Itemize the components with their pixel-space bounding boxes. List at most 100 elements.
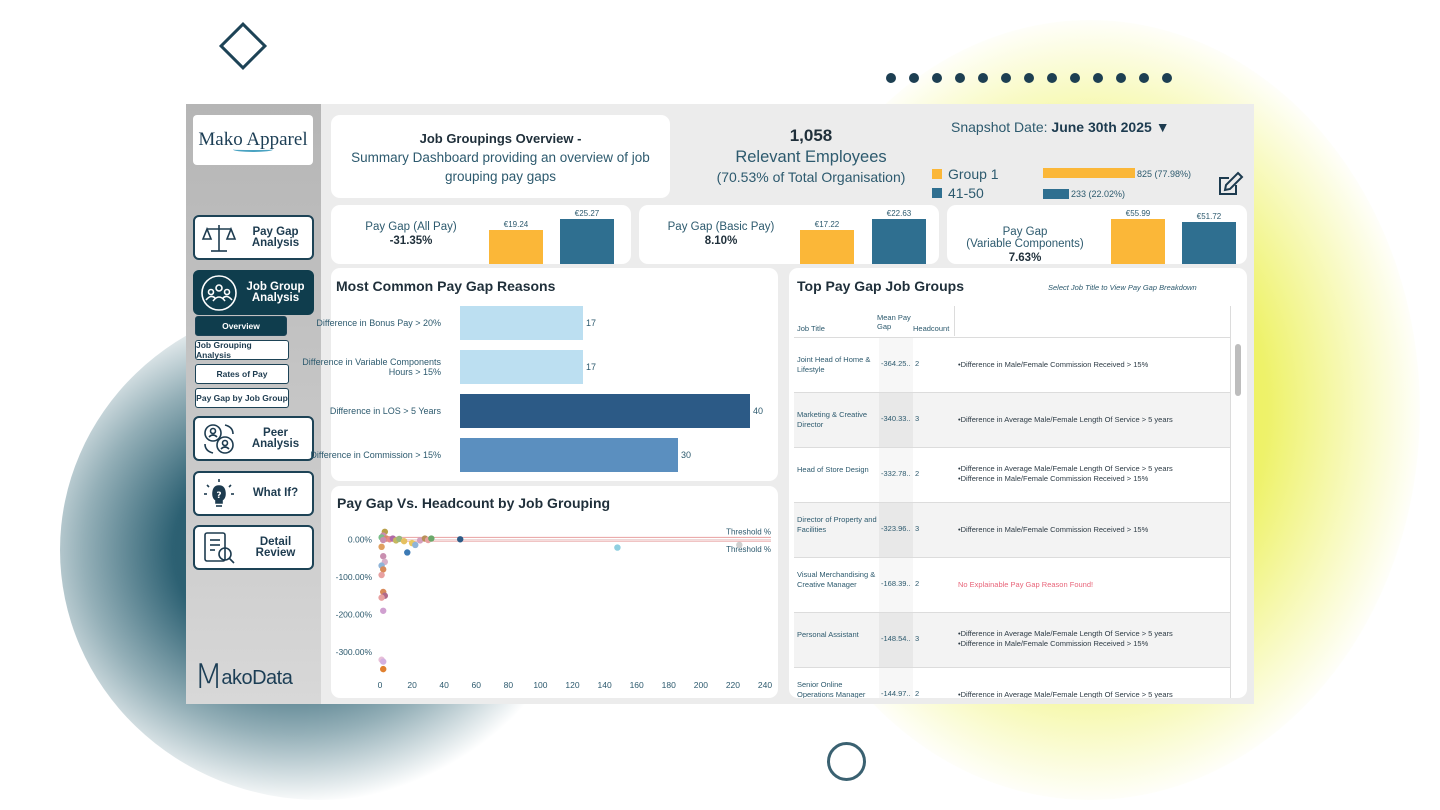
reason-value: 40 <box>753 406 764 416</box>
nav-label: Job Group Analysis <box>246 280 305 304</box>
nav-label: What If? <box>252 487 299 499</box>
reasons-cell: •Difference in Average Male/Female Lengt… <box>958 690 1173 698</box>
job-title-cell[interactable]: Marketing & Creative Director <box>797 410 868 429</box>
job-title-cell[interactable]: Visual Merchandising & Creative Manager <box>797 570 876 589</box>
x-tick-label: 160 <box>630 680 644 690</box>
scatter-title: Pay Gap Vs. Headcount by Job Grouping <box>337 495 611 511</box>
scatter-point[interactable] <box>400 537 408 545</box>
scatter-point[interactable] <box>380 566 387 573</box>
reason-row[interactable]: Difference in Bonus Pay > 20% 17 <box>316 306 761 340</box>
circle-decoration <box>827 742 866 781</box>
nav-job-group-analysis[interactable]: Job Group Analysis <box>193 270 314 315</box>
scatter-point[interactable] <box>380 553 387 560</box>
snapshot-value: June 30th 2025 <box>1051 119 1152 135</box>
sidebar: Mako Apparel Pay Gap Analysis Job Group … <box>186 104 321 704</box>
job-title-cell[interactable]: Head of Store Design <box>797 465 869 474</box>
svg-text:?: ? <box>216 491 221 501</box>
group-value: 825 (77.98%) <box>1137 169 1192 179</box>
headcount-cell: 2 <box>915 579 920 588</box>
scatter-chart[interactable]: Threshold % Threshold % 0.00% -100.00% -200.… <box>331 486 778 698</box>
scatter-point[interactable] <box>736 541 743 549</box>
reasons-cell: •Difference in Male/Female Commission Re… <box>958 360 1148 370</box>
makodata-text: akoData <box>221 667 293 689</box>
scatter-point[interactable] <box>380 536 387 544</box>
header-job-title[interactable]: Job Title <box>797 324 825 333</box>
dots-decoration <box>886 73 1172 83</box>
edit-icon[interactable] <box>1216 170 1244 198</box>
subnav-pay-gap-by-job-group[interactable]: Pay Gap by Job Group <box>195 388 289 408</box>
table-row[interactable]: Joint Head of Home & Lifestyle -364.25.. 2… <box>794 337 1230 393</box>
nav-peer-analysis[interactable]: Peer Analysis <box>193 416 314 461</box>
reason-bar[interactable] <box>460 394 750 428</box>
scatter-point[interactable] <box>412 541 419 549</box>
job-title-cell[interactable]: Joint Head of Home & Lifestyle <box>797 355 871 374</box>
kpi-card-variable: Pay Gap (Variable Components) 7.63% €55.… <box>947 205 1247 264</box>
job-title-cell[interactable]: Director of Property and Facilities <box>797 515 877 534</box>
subnav-overview[interactable]: Overview <box>195 316 287 336</box>
scatter-point[interactable] <box>428 535 435 542</box>
x-tick-label: 0 <box>378 680 383 690</box>
table-title: Top Pay Gap Job Groups <box>797 278 964 294</box>
job-title-cell[interactable]: Personal Assistant <box>797 630 859 639</box>
lightbulb-icon: ? <box>199 474 239 514</box>
header-mean-pay-gap[interactable]: Mean Pay Gap <box>877 313 911 331</box>
scatter-point[interactable] <box>378 543 385 551</box>
kpi-label: Pay Gap (Basic Pay) 8.10% <box>661 221 781 247</box>
table-row[interactable]: Personal Assistant -148.54.. 3 •Difference … <box>794 612 1230 668</box>
reason-line: •Difference in Average Male/Female Lengt… <box>958 629 1173 638</box>
nav-pay-gap-analysis[interactable]: Pay Gap Analysis <box>193 215 314 260</box>
kpi-label-text: Pay Gap (All Pay) <box>365 221 457 233</box>
reasons-cell: •Difference in Average Male/Female Lengt… <box>958 629 1173 649</box>
reason-bar[interactable] <box>460 438 678 472</box>
table-row[interactable]: Visual Merchandising & Creative Manager -… <box>794 557 1230 613</box>
group-name: 41-50 <box>948 185 984 201</box>
table-row[interactable]: Director of Property and Facilities -323.… <box>794 502 1230 558</box>
kpi-bar-41-50 <box>1182 222 1236 264</box>
reason-bar[interactable] <box>460 350 583 384</box>
scatter-point[interactable] <box>614 544 621 551</box>
employee-count: 1,058 <box>789 126 833 145</box>
scatter-point[interactable] <box>396 535 403 543</box>
scatter-point[interactable] <box>416 537 424 544</box>
reasons-panel: Most Common Pay Gap Reasons Difference i… <box>302 268 778 481</box>
header-headcount[interactable]: Headcount <box>913 324 950 333</box>
mean-pay-gap-cell: -323.96.. <box>879 503 913 558</box>
reason-row[interactable]: Difference in LOS > 5 Years 40 <box>330 394 764 428</box>
group-bar <box>1043 189 1069 199</box>
table-row[interactable]: Senior Online Operations Manager -144.97.… <box>794 667 1230 698</box>
top-job-groups-panel: Top Pay Gap Job Groups Select Job Title … <box>789 268 1247 698</box>
x-tick-label: 220 <box>726 680 740 690</box>
headcount-cell: 3 <box>915 414 920 423</box>
snapshot-date-filter[interactable]: Snapshot Date: June 30th 2025 ▼ <box>951 119 1170 135</box>
scatter-point[interactable] <box>380 607 387 614</box>
subnav-rates-of-pay[interactable]: Rates of Pay <box>195 364 289 384</box>
employee-summary: 1,058 Relevant Employees (70.53% of Tota… <box>696 126 926 185</box>
scatter-point[interactable] <box>378 594 385 601</box>
headcount-cell: 3 <box>915 634 920 643</box>
scatter-point[interactable] <box>404 549 411 556</box>
nav-what-if[interactable]: ? What If? <box>193 471 314 516</box>
job-title-cell[interactable]: Senior Online Operations Manager <box>797 680 866 698</box>
reason-row[interactable]: Difference in Commission > 15% 30 <box>310 438 761 472</box>
nav-detail-review[interactable]: Detail Review <box>193 525 314 570</box>
table-scrollbar[interactable] <box>1235 344 1241 396</box>
scatter-point[interactable] <box>380 665 387 673</box>
reason-row[interactable]: Difference in Variable Components Hours … <box>302 350 761 384</box>
y-tick-label: -300.00% <box>336 647 373 657</box>
dropdown-arrow-icon[interactable]: ▼ <box>1155 119 1170 135</box>
reason-line: •Difference in Male/Female Commission Re… <box>958 525 1149 534</box>
scatter-point[interactable] <box>457 536 464 543</box>
document-search-icon <box>199 528 239 568</box>
reason-line: •Difference in Male/Female Commission Re… <box>958 360 1149 369</box>
scatter-point[interactable] <box>380 658 387 665</box>
reason-value: 17 <box>586 362 597 372</box>
table-row[interactable]: Head of Store Design -332.78.. 2 •Differenc… <box>794 447 1230 503</box>
mean-pay-gap-cell: -332.78.. <box>879 448 913 503</box>
subnav-job-grouping-analysis[interactable]: Job Grouping Analysis <box>195 340 289 360</box>
table-row[interactable]: Marketing & Creative Director -340.33.. 3 •… <box>794 392 1230 448</box>
reasons-cell: •Difference in Average Male/Female Lengt… <box>958 464 1173 484</box>
reason-bar[interactable] <box>460 306 583 340</box>
scatter-point[interactable] <box>378 571 385 579</box>
x-tick-label: 180 <box>662 680 676 690</box>
reason-label: Difference in Bonus Pay > 20% <box>316 318 441 328</box>
